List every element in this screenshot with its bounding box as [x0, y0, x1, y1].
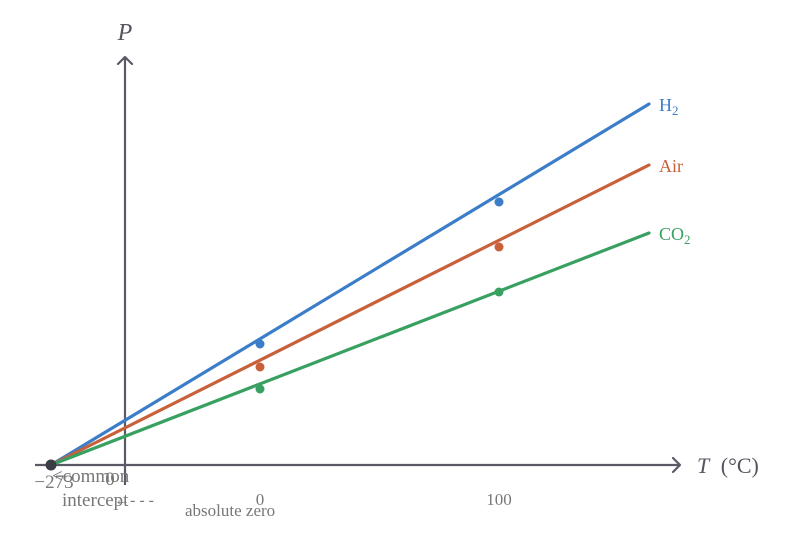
- axes: [35, 55, 682, 485]
- x-axis-unit: (°C): [721, 453, 759, 478]
- annotation-dash-arrow: ←- - -: [114, 492, 154, 509]
- tick-label-100: 100: [486, 490, 512, 509]
- annotations: <common intercept ←- - - absolute zero: [52, 466, 275, 520]
- tick-label-origin-zero: 0: [105, 469, 115, 490]
- annotation-intercept: intercept: [62, 490, 129, 511]
- tick-label-0: 0: [256, 490, 265, 509]
- y-axis-arrowhead-icon: [116, 55, 134, 66]
- y-axis-label: P: [117, 20, 133, 46]
- series-label-air: Air: [659, 156, 683, 176]
- annotation-absolute-zero: absolute zero: [185, 501, 275, 520]
- data-point-air-1: [494, 242, 504, 252]
- data-point-co-0: [255, 384, 265, 394]
- data-point-air-0: [255, 362, 265, 372]
- series-line-h: [49, 102, 651, 467]
- absolute-zero-point: [45, 459, 57, 471]
- data-point-h-0: [255, 339, 265, 349]
- data-point-co-1: [494, 287, 504, 297]
- series-air: Air: [49, 156, 683, 467]
- series-label-h: H2: [659, 95, 679, 118]
- x-axis-arrowhead-icon: [671, 456, 682, 474]
- x-axis-var: T: [697, 453, 711, 478]
- data-point-h-1: [494, 197, 504, 207]
- x-axis-label: T (°C): [697, 453, 759, 478]
- series-layer: H2 Air CO2: [49, 95, 691, 467]
- series-line-co: [49, 231, 651, 467]
- series-co: CO2: [49, 224, 691, 467]
- series-label-co: CO2: [659, 224, 691, 247]
- annotation-common: <common: [52, 466, 130, 487]
- tick-labels: −273 0 0 100: [34, 469, 511, 509]
- series-line-air: [49, 163, 651, 467]
- tick-label-neg273: −273: [34, 472, 73, 493]
- series-h: H2: [49, 95, 679, 467]
